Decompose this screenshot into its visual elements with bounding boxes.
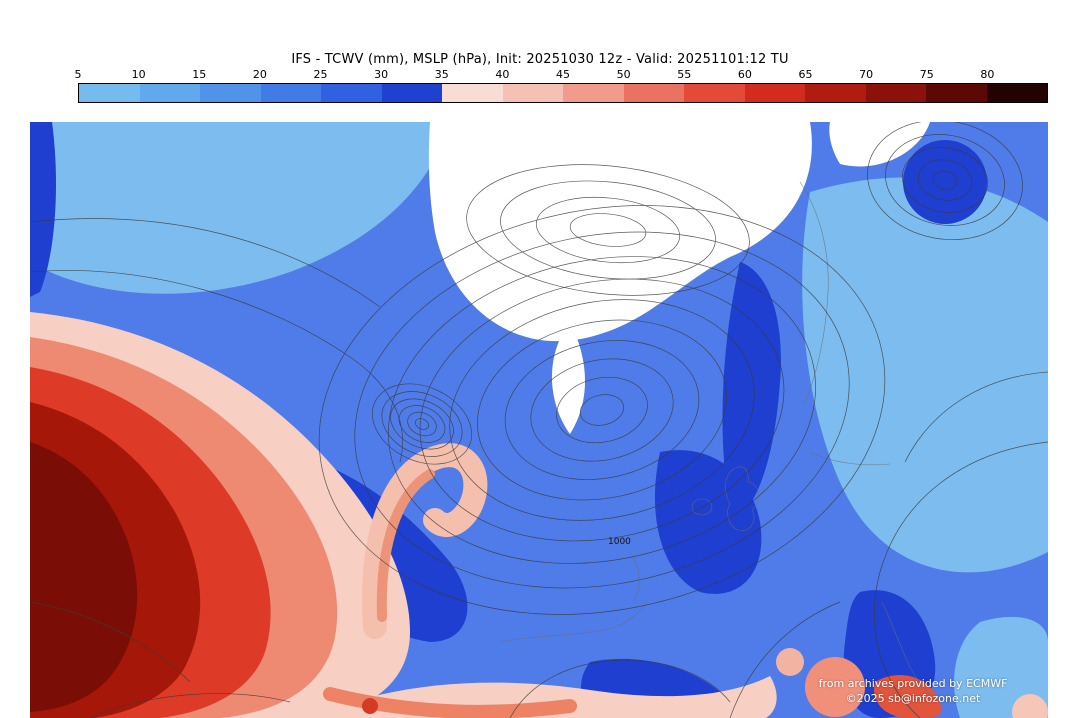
colorbar-cell: [805, 84, 866, 102]
contour-label-1000: 1000: [608, 537, 631, 547]
cyclone-contours-northeast: [867, 122, 1023, 241]
mslp-contour-layer: [30, 122, 1048, 718]
colorbar: [78, 83, 1048, 103]
moisture-hook: [362, 443, 488, 639]
page-title: IFS - TCWV (mm), MSLP (hPa), Init: 20251…: [291, 52, 789, 67]
colorbar-tick: 25: [313, 68, 328, 81]
colorbar-tick: 15: [192, 68, 207, 81]
colorbar-cell: [200, 84, 261, 102]
colorbar-tick: 60: [737, 68, 752, 81]
colorbar-cell: [684, 84, 745, 102]
open-isobars: [30, 218, 1048, 718]
colorbar-tick: 80: [980, 68, 995, 81]
colorbar-tick: 30: [374, 68, 389, 81]
colorbar-cell: [623, 84, 684, 102]
weather-map-svg: 1000: [30, 122, 1048, 718]
tcwv-lightblue-regions: [30, 122, 1048, 718]
colorbar-cell: [79, 84, 140, 102]
attribution: from archives provided by ECMWF ©2025 sb…: [788, 676, 1038, 706]
cyclone-contours-secondary: [371, 383, 473, 465]
colorbar-tick: 45: [556, 68, 570, 81]
colorbar-cell: [260, 84, 321, 102]
colorbar-cell: [744, 84, 805, 102]
colorbar-cell: [986, 84, 1047, 102]
colorbar-cell: [865, 84, 926, 102]
coastline-layer: [499, 181, 936, 698]
colorbar-cell: [381, 84, 442, 102]
colorbar-tick: 10: [131, 68, 146, 81]
colorbar-tick: 70: [859, 68, 874, 81]
attribution-line2: ©2025 sb@infozone.net: [845, 692, 981, 705]
colorbar-tick: 20: [252, 68, 267, 81]
colorbar-cell: [563, 84, 624, 102]
colorbar-tick: 75: [919, 68, 934, 81]
southern-moist-band: [323, 648, 1048, 718]
colorbar-cell: [502, 84, 563, 102]
colorbar-cell: [442, 84, 503, 102]
colorbar-tick: 50: [616, 68, 631, 81]
attribution-line1: from archives provided by ECMWF: [818, 677, 1008, 690]
tcwv-dry-white-regions: [428, 122, 930, 434]
ridge-contours: [466, 164, 750, 296]
colorbar-wrap: 5 10 15 20 25 30 35 40 45 50 55 60 65 70 75 80: [74, 68, 1048, 103]
colorbar-tick: 40: [495, 68, 510, 81]
colorbar-tick: 65: [798, 68, 813, 81]
colorbar-tick: 35: [434, 68, 449, 81]
colorbar-ticks: 5 10 15 20 25 30 35 40 45 50 55 60 65 70 75 80: [74, 68, 1048, 82]
colorbar-cell: [139, 84, 200, 102]
colorbar-tick: 5: [74, 68, 82, 81]
colorbar-cell: [926, 84, 987, 102]
moisture-plume-region: [30, 312, 777, 718]
colorbar-cell: [321, 84, 382, 102]
colorbar-tick: 55: [677, 68, 692, 81]
weather-map: 1000 from archives provided by ECMWF ©20…: [30, 122, 1048, 718]
